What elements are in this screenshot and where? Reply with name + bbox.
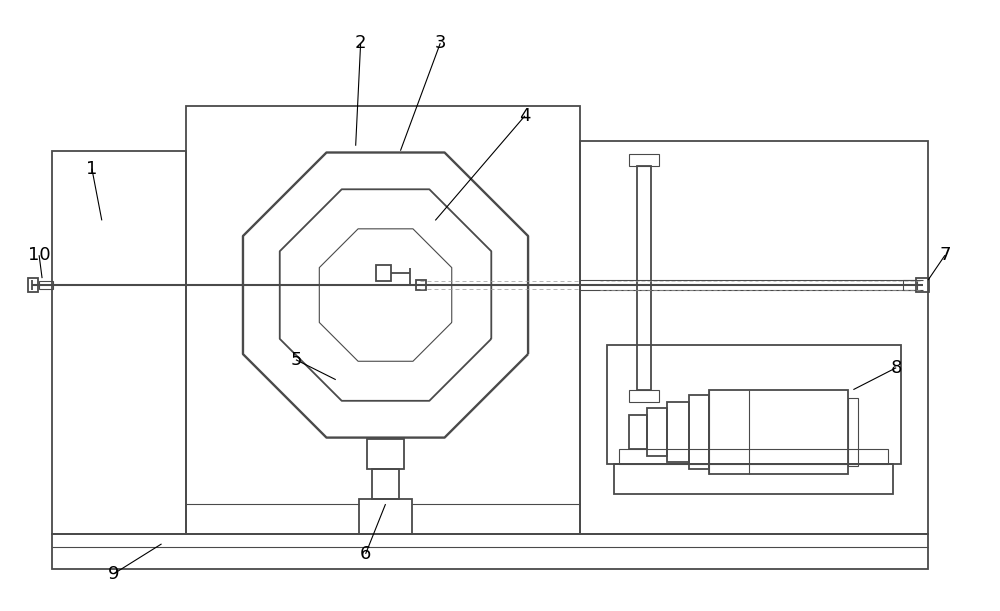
Bar: [709, 390, 848, 474]
Bar: [372, 469, 399, 499]
Text: 9: 9: [108, 565, 120, 583]
Bar: [629, 414, 647, 449]
Bar: [607, 345, 901, 464]
Bar: [186, 106, 580, 534]
Bar: [667, 401, 689, 463]
Bar: [903, 280, 917, 290]
Bar: [647, 408, 667, 456]
Bar: [39, 281, 53, 289]
Bar: [52, 151, 186, 534]
Bar: [614, 464, 893, 494]
Text: 1: 1: [86, 159, 98, 178]
Bar: [629, 390, 659, 401]
Text: 2: 2: [355, 34, 366, 52]
Bar: [416, 280, 426, 290]
Bar: [28, 278, 38, 292]
Bar: [359, 499, 412, 534]
Text: 3: 3: [435, 34, 446, 52]
Text: 4: 4: [519, 107, 531, 125]
Bar: [689, 395, 709, 469]
Text: 6: 6: [360, 545, 371, 563]
Bar: [580, 141, 928, 534]
Bar: [637, 166, 651, 390]
Bar: [376, 265, 391, 281]
Bar: [916, 278, 929, 292]
Text: 8: 8: [891, 359, 902, 377]
Bar: [848, 398, 858, 466]
Text: 5: 5: [290, 351, 302, 369]
Bar: [629, 154, 659, 166]
Bar: [619, 449, 888, 464]
Bar: [367, 439, 404, 469]
Text: 7: 7: [939, 246, 951, 264]
Bar: [52, 534, 928, 569]
Text: 10: 10: [28, 246, 50, 264]
